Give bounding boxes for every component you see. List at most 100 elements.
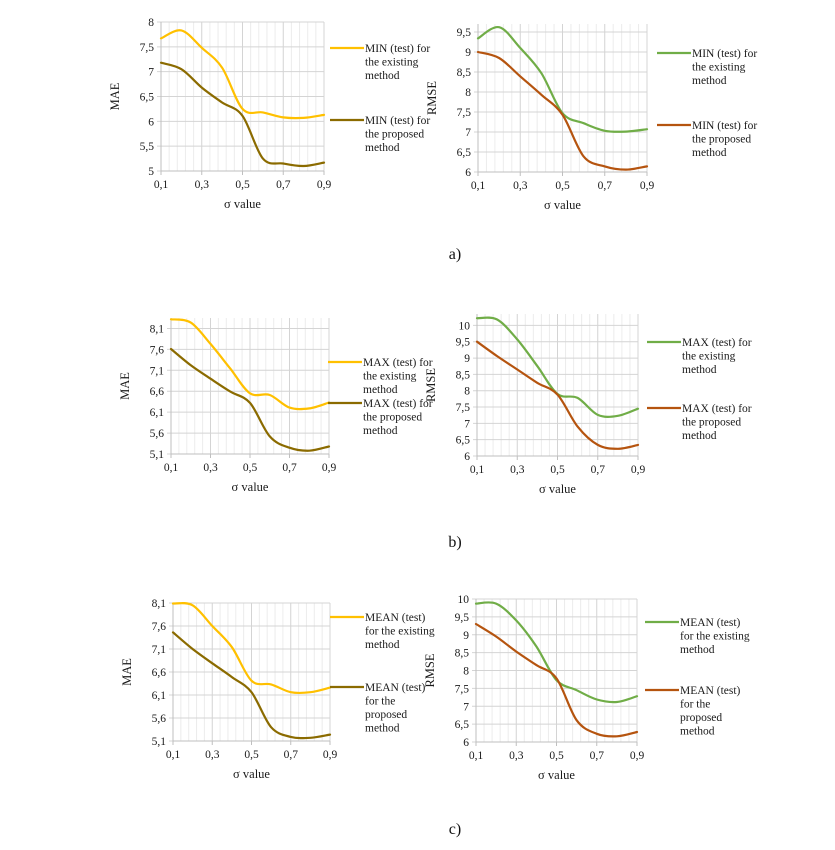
- legend-label: MAX (test) for: [682, 403, 752, 415]
- y-tick-label: 7,6: [152, 621, 167, 633]
- y-tick-label: 7: [464, 418, 470, 430]
- y-tick-label: 8: [464, 386, 470, 398]
- x-tick-label: 0,9: [322, 462, 337, 474]
- series-line-proposed: [475, 340, 640, 450]
- y-tick-label: 6,5: [457, 147, 472, 159]
- x-tick-label: 0,7: [276, 179, 291, 191]
- x-tick-label: 0,7: [590, 750, 605, 762]
- series-line-existing: [171, 601, 332, 695]
- legend-label: the existing: [682, 351, 736, 363]
- legend-label: the proposed: [365, 129, 424, 141]
- x-tick-label: 0,7: [284, 749, 299, 761]
- x-tick-label: 0,1: [471, 180, 486, 192]
- y-tick-label: 6: [463, 737, 469, 749]
- gridlines: [167, 318, 330, 455]
- chart-b-mae: 0,1 0,3 0,5 0,7 0,9 5,1 5,6 6,1 6,6 7,1 7,6 8,1 σ va…: [118, 318, 433, 494]
- gridlines: [473, 314, 639, 457]
- y-tick-label: 9,5: [457, 27, 472, 39]
- y-tick-label: 7,1: [152, 644, 167, 656]
- y-tick-label: 6,5: [455, 719, 470, 731]
- legend-label: MIN (test) for: [365, 43, 430, 55]
- series-line-proposed: [476, 50, 649, 171]
- x-tick-label: 0,5: [235, 179, 250, 191]
- y-tick-label: 7,1: [150, 365, 165, 377]
- y-tick-label: 6: [148, 116, 154, 128]
- y-tick-label: 8,5: [457, 67, 472, 79]
- x-axis-title: σ value: [544, 198, 581, 212]
- x-tick-label: 0,3: [195, 179, 210, 191]
- legend-label: method: [680, 726, 715, 738]
- x-axis-title: σ value: [539, 482, 576, 496]
- legend-label: MEAN (test): [365, 682, 426, 694]
- chart-c-rmse: 0,1 0,3 0,5 0,7 0,9 6 6,5 7 7,5 8 8,5 9 9,5 10 σ value…: [423, 594, 750, 782]
- y-tick-label: 9: [463, 630, 469, 642]
- y-axis-title: MAE: [118, 372, 132, 400]
- gridlines: [157, 21, 325, 172]
- legend-label: proposed: [365, 709, 407, 721]
- y-tick-label: 8,5: [456, 369, 471, 381]
- y-tick-label: 9: [464, 353, 470, 365]
- x-tick-label: 0,1: [470, 464, 485, 476]
- y-tick-label: 9: [465, 47, 471, 59]
- legend-label: method: [680, 644, 715, 656]
- legend-label: proposed: [680, 712, 722, 724]
- legend-label: method: [365, 142, 400, 154]
- y-tick-label: 10: [458, 594, 470, 606]
- series-line-proposed: [474, 622, 639, 738]
- legend-label: method: [363, 384, 398, 396]
- x-tick-label: 0,5: [550, 464, 565, 476]
- y-tick-label: 5,1: [152, 736, 167, 748]
- y-axis-title: RMSE: [423, 653, 437, 687]
- y-tick-label: 6: [465, 167, 471, 179]
- chart-a-rmse: 0,1 0,3 0,5 0,7 0,9 6 6,5 7 7,5 8 8,5 9 9,5 σ value RM…: [425, 24, 757, 212]
- x-axis-title: σ value: [233, 767, 270, 781]
- x-tick-label: 0,5: [243, 462, 258, 474]
- y-tick-label: 5,1: [150, 449, 165, 461]
- x-axis-title: σ value: [538, 768, 575, 782]
- y-tick-label: 7: [465, 127, 471, 139]
- x-tick-label: 0,9: [323, 749, 338, 761]
- chart-b-rmse: 0,1 0,3 0,5 0,7 0,9 6 6,5 7 7,5 8 8,5 9 9,5 10 σ value…: [424, 314, 752, 496]
- x-tick-label: 0,3: [205, 749, 220, 761]
- y-tick-label: 10: [459, 320, 471, 332]
- legend-label: the existing: [692, 62, 746, 74]
- x-tick-label: 0,1: [164, 462, 179, 474]
- caption-a: a): [449, 246, 461, 263]
- y-tick-label: 8: [148, 17, 154, 29]
- legend-label: MEAN (test): [365, 612, 426, 624]
- y-tick-label: 7,6: [150, 344, 165, 356]
- y-tick-label: 8: [465, 87, 471, 99]
- y-tick-label: 7: [463, 701, 469, 713]
- x-tick-label: 0,9: [640, 180, 655, 192]
- y-tick-label: 6,6: [152, 667, 167, 679]
- x-axis-title: σ value: [224, 197, 261, 211]
- series-line-proposed: [159, 61, 326, 168]
- x-tick-label: 0,1: [166, 749, 181, 761]
- legend-label: MEAN (test): [680, 617, 741, 629]
- x-tick-label: 0,7: [591, 464, 606, 476]
- legend-label: for the: [365, 696, 395, 708]
- x-tick-label: 0,3: [513, 180, 528, 192]
- gridlines: [474, 24, 648, 173]
- y-tick-label: 8,1: [150, 323, 165, 335]
- legend-label: the existing: [363, 371, 417, 383]
- y-tick-label: 8,5: [455, 648, 470, 660]
- series-line-existing: [159, 29, 326, 120]
- y-tick-label: 7,5: [457, 107, 472, 119]
- legend-label: method: [682, 430, 717, 442]
- legend-label: method: [692, 147, 727, 159]
- series-line-proposed: [171, 631, 332, 740]
- y-tick-label: 7,5: [456, 402, 471, 414]
- y-tick-label: 9,5: [455, 612, 470, 624]
- y-tick-label: 8: [463, 666, 469, 678]
- x-tick-label: 0,3: [509, 750, 524, 762]
- y-tick-label: 7: [148, 67, 154, 79]
- x-tick-label: 0,9: [631, 464, 646, 476]
- y-tick-label: 6,5: [456, 435, 471, 447]
- x-tick-label: 0,5: [555, 180, 570, 192]
- y-tick-label: 8,1: [152, 598, 167, 610]
